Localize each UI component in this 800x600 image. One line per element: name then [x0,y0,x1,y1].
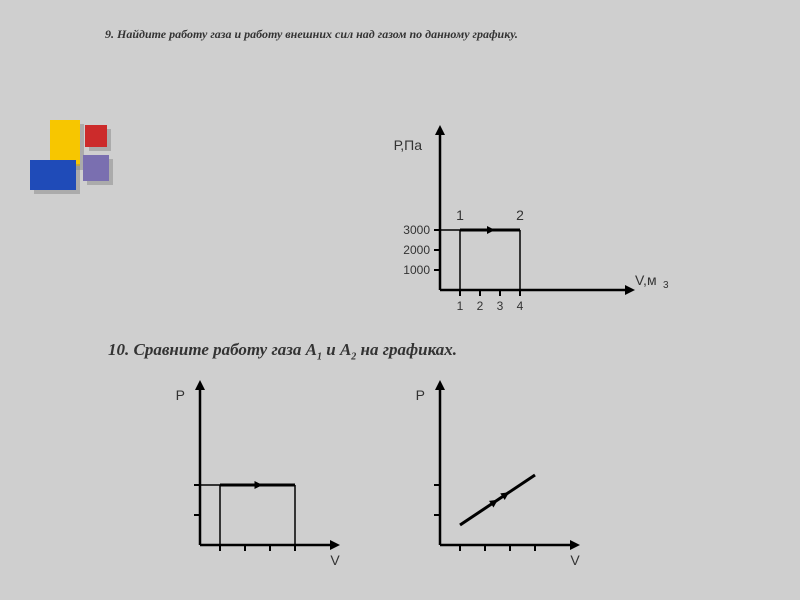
svg-text:4: 4 [517,299,524,313]
svg-text:3000: 3000 [403,223,430,237]
svg-text:3: 3 [497,299,504,313]
svg-text:Р: Р [416,387,425,403]
q10-pre: 10. Сравните работу газа А [108,340,317,359]
svg-text:V: V [570,552,580,568]
svg-text:3: 3 [663,280,669,291]
svg-text:1: 1 [456,207,464,223]
question-10-title: 10. Сравните работу газа А1 и А2 на граф… [108,340,457,362]
chart-q10-right: РV [390,375,600,575]
svg-text:2: 2 [477,299,484,313]
decorative-logo [25,115,145,235]
question-9-title: 9. Найдите работу газа и работу внешних … [105,27,518,42]
svg-text:Р: Р [176,387,185,403]
svg-text:2: 2 [516,207,524,223]
q10-mid: и А [322,340,351,359]
svg-text:1: 1 [457,299,464,313]
svg-text:1000: 1000 [403,263,430,277]
q10-post: на графиках. [356,340,457,359]
svg-text:V: V [330,552,340,568]
svg-text:2000: 2000 [403,243,430,257]
svg-text:Р,Па: Р,Па [394,137,423,153]
svg-text:V,м: V,м [635,272,657,288]
chart-q10-left: РV [150,375,360,575]
chart-q9: 1000200030001234Р,ПаV,м312 [370,120,670,320]
